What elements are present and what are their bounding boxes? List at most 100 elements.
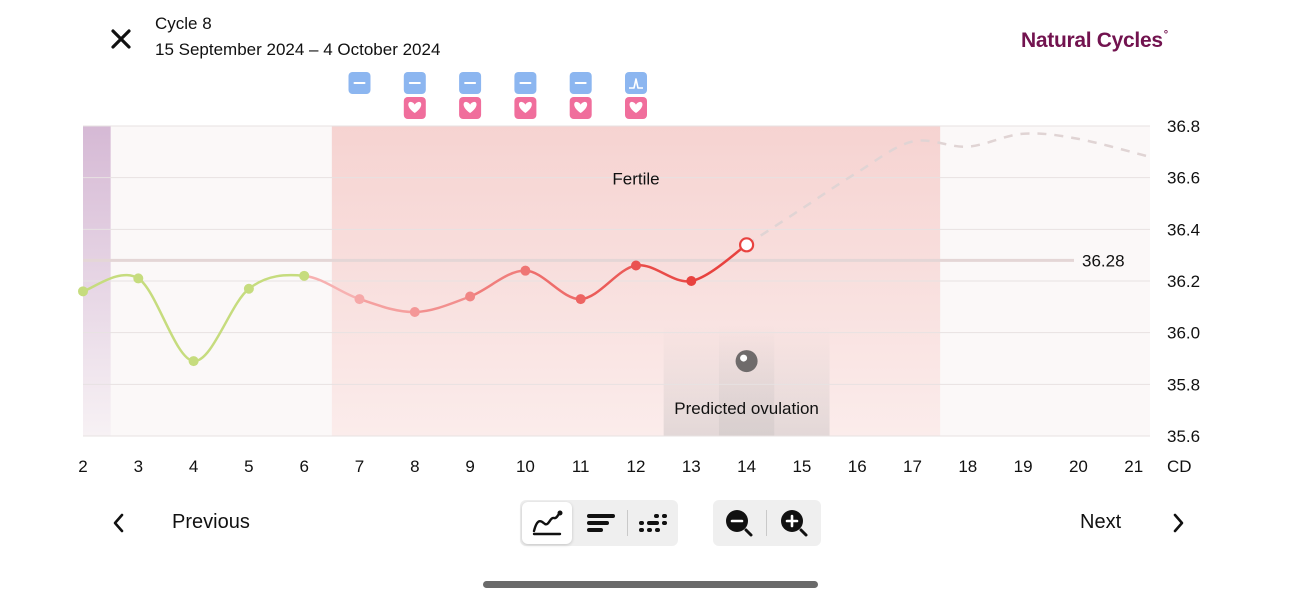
coverline-value: 36.28: [1082, 251, 1125, 270]
test-result-icon[interactable]: [403, 72, 426, 94]
intercourse-icon[interactable]: [514, 97, 537, 119]
ovulation-egg-icon: [735, 350, 758, 373]
test-result-icon[interactable]: [569, 72, 592, 94]
temperature-point[interactable]: [465, 291, 476, 302]
predicted-temperature-line: [745, 132, 1151, 246]
temperature-point[interactable]: [78, 286, 88, 297]
home-indicator: [483, 581, 818, 588]
temperature-line-segment: [634, 264, 693, 283]
x-tick-label: 19: [1014, 457, 1033, 476]
temperature-point[interactable]: [354, 294, 365, 305]
close-icon[interactable]: [106, 24, 136, 54]
temperature-point[interactable]: [299, 270, 310, 281]
cycle-title: Cycle 8: [155, 14, 212, 33]
zoom-out-button[interactable]: [713, 500, 765, 546]
temperature-point[interactable]: [575, 294, 586, 305]
dots-icon: [639, 514, 667, 532]
temperature-point-today[interactable]: [738, 237, 755, 253]
ovulation-band-inner: [718, 324, 775, 436]
segment-divider: [766, 510, 767, 536]
dots-view-button[interactable]: [630, 500, 676, 546]
test-result-icon[interactable]: [625, 72, 647, 94]
y-tick-label: 36.8: [1167, 117, 1200, 136]
heart-icon: [408, 101, 422, 113]
y-tick-label: 36.0: [1167, 324, 1200, 343]
x-tick-label: 2: [78, 457, 87, 476]
y-tick-label: 35.6: [1167, 427, 1200, 446]
chart-labels: Fertile Predicted ovulation 36.28 CD: [612, 170, 1191, 476]
temperature-point[interactable]: [409, 307, 420, 317]
day-markers[interactable]: [348, 72, 648, 119]
x-tick-label: 5: [244, 457, 253, 476]
y-axis-ticks: 36.8 36.6 36.4 36.2 36.0 35.8 35.6: [1167, 117, 1200, 446]
temperature-point[interactable]: [188, 356, 199, 367]
x-tick-label: 8: [410, 457, 419, 476]
zoom-out-icon: [726, 510, 753, 537]
fertile-label: Fertile: [612, 170, 659, 189]
line-chart-icon: [532, 510, 563, 536]
test-result-icon[interactable]: [348, 72, 371, 94]
x-tick-label: 13: [682, 457, 701, 476]
x-tick-label: 7: [355, 457, 364, 476]
x-tick-label: 17: [903, 457, 922, 476]
temperature-chart[interactable]: Fertile Predicted ovulation 36.28 CD 36.…: [0, 60, 1300, 480]
chevron-right-icon[interactable]: [1165, 508, 1191, 538]
cycle-date-range: 15 September 2024 – 4 October 2024: [155, 40, 441, 59]
temperature-line-segment: [579, 264, 638, 301]
x-tick-label: 20: [1069, 457, 1088, 476]
list-view-button[interactable]: [578, 500, 624, 546]
x-tick-label: 6: [299, 457, 308, 476]
test-result-icon[interactable]: [514, 72, 537, 94]
x-tick-label: 21: [1124, 457, 1143, 476]
intercourse-icon[interactable]: [625, 97, 647, 119]
next-button[interactable]: Next: [1080, 511, 1122, 533]
y-tick-label: 35.8: [1167, 375, 1200, 394]
bars-icon: [587, 514, 615, 532]
heart-icon: [574, 101, 588, 113]
x-axis-ticks: 2 3 4 5 6 7 8 9 10 11 12 13 14 15 16 17 18 19 20 21: [78, 457, 1143, 476]
chart-view-button[interactable]: [522, 502, 572, 544]
intercourse-icon[interactable]: [459, 97, 482, 119]
x-tick-label: 4: [189, 457, 198, 476]
zoom-in-icon: [781, 510, 808, 537]
x-tick-label: 11: [572, 457, 590, 476]
temperature-line-segment: [192, 287, 251, 363]
y-tick-label: 36.4: [1167, 220, 1200, 239]
x-tick-label: 3: [134, 457, 143, 476]
zoom-controls: [713, 500, 821, 546]
temperature-line: [81, 132, 1151, 363]
temperature-line-segment: [468, 269, 527, 298]
x-tick-label: 15: [792, 457, 811, 476]
brand-logo: Natural Cycles°: [1021, 29, 1168, 52]
test-result-icon[interactable]: [459, 72, 482, 94]
temperature-points[interactable]: [78, 237, 758, 373]
temperature-line-segment: [524, 269, 582, 301]
x-tick-label: 10: [516, 457, 535, 476]
heart-icon: [629, 101, 643, 113]
lh-peak-icon: [629, 78, 643, 89]
previous-button[interactable]: Previous: [172, 511, 250, 533]
temperature-point[interactable]: [133, 273, 144, 284]
chevron-left-icon[interactable]: [106, 508, 132, 538]
x-tick-label: 9: [465, 457, 474, 476]
x-axis-unit: CD: [1167, 457, 1192, 476]
intercourse-icon[interactable]: [569, 97, 592, 119]
y-tick-label: 36.2: [1167, 272, 1200, 291]
temperature-point[interactable]: [631, 260, 641, 271]
heart-icon: [463, 101, 477, 113]
test-icon-bg: [625, 72, 647, 94]
temperature-point[interactable]: [520, 265, 531, 276]
view-mode-toggle: [520, 500, 678, 546]
x-tick-label: 12: [627, 457, 646, 476]
temperature-point[interactable]: [243, 283, 254, 294]
x-tick-label: 18: [958, 457, 977, 476]
y-tick-label: 36.6: [1167, 169, 1200, 188]
x-tick-label: 14: [737, 457, 756, 476]
zoom-in-button[interactable]: [768, 500, 820, 546]
temperature-point[interactable]: [686, 276, 697, 286]
segment-divider: [627, 510, 628, 536]
x-tick-label: 16: [848, 457, 867, 476]
heart-icon: [518, 101, 532, 113]
temperature-line-segment: [137, 277, 195, 363]
intercourse-icon[interactable]: [403, 97, 426, 119]
